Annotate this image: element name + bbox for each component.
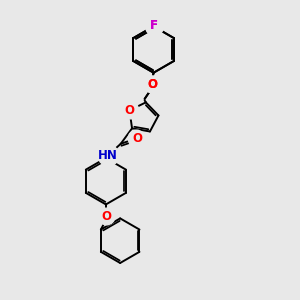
Text: F: F bbox=[150, 19, 158, 32]
Text: O: O bbox=[101, 210, 111, 223]
Text: O: O bbox=[133, 132, 143, 145]
Text: O: O bbox=[147, 77, 157, 91]
Text: O: O bbox=[147, 77, 157, 91]
Text: O: O bbox=[124, 104, 134, 117]
Text: F: F bbox=[150, 19, 158, 32]
Text: HN: HN bbox=[98, 148, 118, 162]
